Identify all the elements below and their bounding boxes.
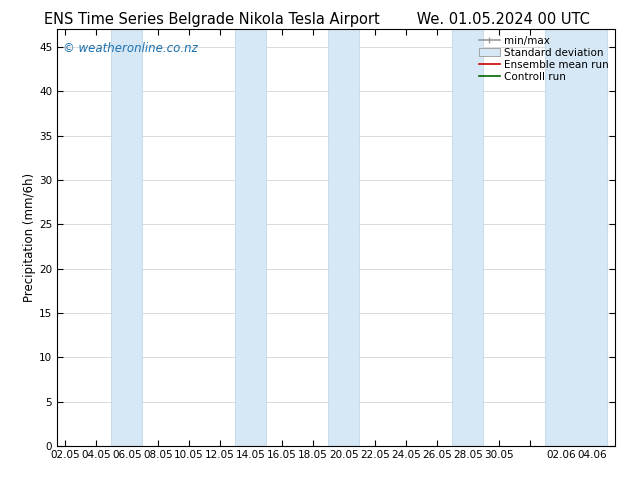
Y-axis label: Precipitation (mm/6h): Precipitation (mm/6h) xyxy=(23,173,36,302)
Bar xyxy=(545,29,607,446)
Text: ENS Time Series Belgrade Nikola Tesla Airport        We. 01.05.2024 00 UTC: ENS Time Series Belgrade Nikola Tesla Ai… xyxy=(44,12,590,27)
Bar xyxy=(235,29,266,446)
Bar xyxy=(328,29,359,446)
Bar xyxy=(452,29,483,446)
Text: © weatheronline.co.nz: © weatheronline.co.nz xyxy=(63,42,197,55)
Legend: min/max, Standard deviation, Ensemble mean run, Controll run: min/max, Standard deviation, Ensemble me… xyxy=(476,32,612,85)
Bar xyxy=(112,29,142,446)
